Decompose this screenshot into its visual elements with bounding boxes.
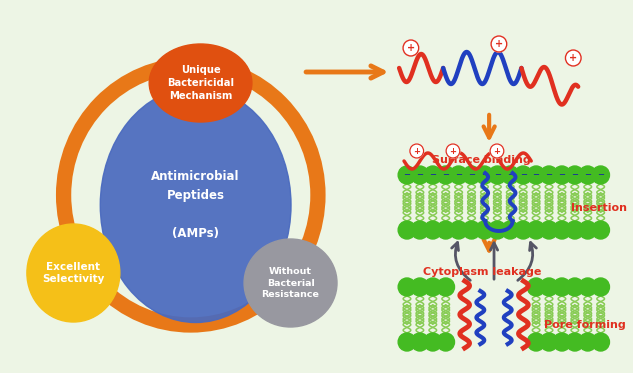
Circle shape	[540, 166, 558, 184]
Text: +: +	[495, 39, 503, 49]
Circle shape	[489, 221, 506, 239]
Circle shape	[540, 278, 558, 296]
Circle shape	[450, 166, 467, 184]
Circle shape	[592, 278, 610, 296]
Text: +: +	[569, 53, 577, 63]
Text: Excellent
Selectivity: Excellent Selectivity	[42, 261, 104, 284]
Circle shape	[489, 166, 506, 184]
Circle shape	[398, 278, 416, 296]
Circle shape	[553, 333, 571, 351]
Circle shape	[579, 221, 596, 239]
Circle shape	[579, 278, 596, 296]
Circle shape	[592, 221, 610, 239]
Ellipse shape	[149, 44, 252, 122]
Text: −: −	[572, 170, 579, 179]
Circle shape	[475, 221, 493, 239]
Circle shape	[566, 278, 584, 296]
Circle shape	[553, 278, 571, 296]
Circle shape	[553, 221, 571, 239]
Circle shape	[424, 166, 442, 184]
Circle shape	[515, 166, 532, 184]
Circle shape	[527, 221, 545, 239]
Circle shape	[491, 36, 507, 52]
Circle shape	[579, 333, 596, 351]
Text: Surface binding: Surface binding	[432, 155, 530, 165]
Circle shape	[424, 278, 442, 296]
Text: −: −	[468, 170, 475, 179]
Circle shape	[592, 333, 610, 351]
Circle shape	[450, 221, 467, 239]
Circle shape	[403, 40, 418, 56]
Text: −: −	[597, 170, 604, 179]
Circle shape	[579, 166, 596, 184]
Circle shape	[437, 166, 454, 184]
Text: −: −	[532, 170, 539, 179]
Text: +: +	[449, 147, 456, 156]
Text: −: −	[442, 170, 449, 179]
Circle shape	[437, 333, 454, 351]
Text: −: −	[455, 170, 462, 179]
Circle shape	[540, 221, 558, 239]
Circle shape	[437, 278, 454, 296]
Ellipse shape	[27, 224, 120, 322]
Text: −: −	[584, 170, 591, 179]
Text: −: −	[546, 170, 553, 179]
Circle shape	[501, 221, 519, 239]
Text: −: −	[403, 170, 410, 179]
Circle shape	[566, 166, 584, 184]
Circle shape	[490, 144, 504, 158]
Circle shape	[424, 221, 442, 239]
Text: Pore forming: Pore forming	[544, 320, 626, 330]
Circle shape	[527, 333, 545, 351]
Circle shape	[411, 221, 429, 239]
Circle shape	[411, 333, 429, 351]
Text: +: +	[494, 147, 501, 156]
Circle shape	[437, 221, 454, 239]
Circle shape	[398, 221, 416, 239]
Circle shape	[501, 166, 519, 184]
Text: −: −	[481, 170, 488, 179]
Text: −: −	[417, 170, 423, 179]
Circle shape	[592, 166, 610, 184]
Circle shape	[527, 166, 545, 184]
Circle shape	[553, 166, 571, 184]
Circle shape	[540, 333, 558, 351]
Ellipse shape	[100, 88, 291, 323]
Text: −: −	[520, 170, 527, 179]
Circle shape	[463, 221, 480, 239]
Circle shape	[515, 221, 532, 239]
Circle shape	[475, 166, 493, 184]
Circle shape	[463, 166, 480, 184]
Circle shape	[424, 333, 442, 351]
Text: −: −	[507, 170, 514, 179]
Circle shape	[398, 333, 416, 351]
Text: Unique
Bactericidal
Mechanism: Unique Bactericidal Mechanism	[167, 65, 234, 101]
Circle shape	[411, 278, 429, 296]
Circle shape	[566, 333, 584, 351]
Text: Cytoplasm leakage: Cytoplasm leakage	[423, 267, 541, 277]
Circle shape	[565, 50, 581, 66]
Circle shape	[411, 166, 429, 184]
Text: −: −	[494, 170, 501, 179]
Ellipse shape	[244, 239, 337, 327]
Text: +: +	[407, 43, 415, 53]
Circle shape	[566, 221, 584, 239]
Text: +: +	[413, 147, 420, 156]
Text: Antimicrobial
Peptides

(AMPs): Antimicrobial Peptides (AMPs)	[151, 170, 240, 240]
Text: −: −	[429, 170, 436, 179]
Text: Insertion: Insertion	[571, 203, 627, 213]
Circle shape	[398, 166, 416, 184]
Text: −: −	[558, 170, 565, 179]
Circle shape	[410, 144, 423, 158]
Circle shape	[446, 144, 460, 158]
Circle shape	[527, 278, 545, 296]
Text: Without
Bacterial
Resistance: Without Bacterial Resistance	[261, 267, 320, 299]
